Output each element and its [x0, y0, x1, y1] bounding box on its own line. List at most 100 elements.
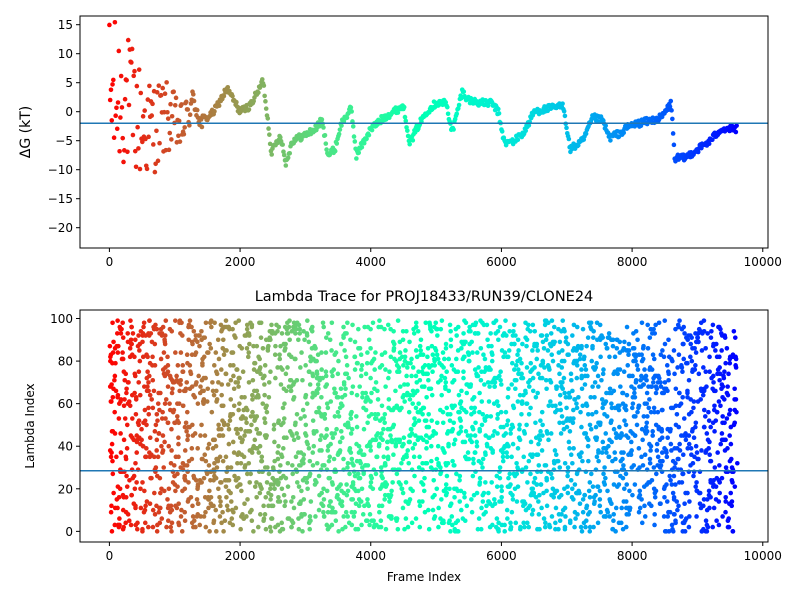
- lambda-point: [395, 526, 401, 532]
- lambda-point: [135, 520, 140, 526]
- lambda-point: [290, 495, 296, 500]
- lambda-point: [125, 512, 131, 517]
- lambda-point: [425, 371, 431, 377]
- lambda-point: [513, 363, 519, 368]
- lambda-point: [187, 318, 193, 323]
- lambda-point: [280, 367, 285, 372]
- lambda-point: [333, 509, 338, 515]
- lambda-point: [503, 318, 508, 323]
- lambda-point: [542, 365, 547, 370]
- lambda-point: [462, 439, 468, 445]
- lambda-point: [159, 331, 165, 336]
- lambda-point: [455, 348, 461, 353]
- lambda-point: [285, 484, 291, 489]
- lambda-point: [685, 360, 690, 366]
- lambda-point: [370, 486, 376, 492]
- lambda-point: [681, 520, 687, 526]
- lambda-point: [649, 477, 655, 483]
- lambda-point: [470, 350, 475, 355]
- free-energy-point: [263, 99, 268, 104]
- lambda-point: [314, 460, 320, 466]
- lambda-point: [235, 460, 240, 466]
- lambda-point: [296, 322, 302, 328]
- lambda-point: [228, 397, 234, 402]
- lambda-point: [443, 482, 449, 487]
- lambda-point: [290, 520, 296, 526]
- lambda-point: [316, 473, 322, 479]
- lambda-point: [142, 520, 148, 526]
- lambda-point: [293, 326, 299, 332]
- free-energy-point: [132, 148, 138, 154]
- lambda-point: [570, 388, 575, 394]
- lambda-point: [322, 411, 328, 417]
- lambda-point: [594, 437, 599, 443]
- lambda-point: [675, 507, 680, 513]
- lambda-point: [218, 503, 223, 509]
- lambda-point: [406, 439, 412, 445]
- lambda-point: [201, 475, 207, 481]
- lambda-point: [230, 522, 236, 528]
- lambda-point: [400, 337, 406, 343]
- lambda-point: [604, 507, 610, 513]
- lambda-point: [248, 471, 253, 477]
- lambda-point: [263, 433, 269, 438]
- lambda-point: [365, 350, 370, 355]
- lambda-point: [514, 377, 519, 383]
- lambda-point: [378, 324, 384, 330]
- free-energy-point: [445, 111, 451, 117]
- lambda-point: [481, 352, 486, 357]
- lambda-point: [136, 380, 141, 385]
- lambda-point: [680, 394, 685, 400]
- lambda-point: [627, 505, 633, 511]
- free-energy-point: [107, 97, 113, 103]
- lambda-point: [539, 409, 545, 415]
- lambda-point: [707, 505, 712, 511]
- lambda-point: [509, 360, 515, 366]
- lambda-point: [146, 380, 151, 385]
- lambda-point: [311, 443, 317, 449]
- lambda-point: [647, 460, 653, 466]
- lambda-point: [466, 352, 472, 357]
- lambda-point: [422, 475, 427, 481]
- lambda-point: [422, 363, 428, 368]
- lambda-point: [241, 454, 247, 460]
- lambda-point: [368, 375, 373, 381]
- lambda-point: [707, 439, 712, 445]
- lambda-point: [250, 377, 256, 383]
- free-energy-point: [108, 87, 114, 93]
- lambda-point: [708, 424, 713, 430]
- lambda-point: [709, 328, 714, 334]
- lambda-point: [176, 454, 181, 460]
- lambda-point: [672, 465, 677, 470]
- lambda-point: [153, 322, 158, 328]
- lambda-point: [720, 514, 725, 519]
- lambda-point: [730, 480, 735, 485]
- free-energy-point: [361, 140, 367, 146]
- lambda-point: [502, 522, 507, 528]
- lambda-point: [680, 471, 686, 477]
- lambda-point: [712, 403, 717, 409]
- free-energy-point: [364, 136, 369, 142]
- lambda-point: [152, 490, 157, 496]
- lambda-point: [641, 414, 647, 419]
- lambda-point: [367, 522, 372, 528]
- lambda-point: [656, 320, 662, 326]
- lambda-point: [568, 371, 574, 377]
- lambda-point: [672, 371, 677, 377]
- lambda-point: [560, 386, 566, 392]
- lambda-point: [403, 348, 408, 353]
- free-energy-point: [173, 95, 179, 101]
- lambda-point: [580, 509, 586, 515]
- lambda-point: [162, 488, 167, 494]
- lambda-point: [515, 399, 521, 404]
- lambda-point: [716, 499, 722, 504]
- lambda-point: [674, 411, 680, 417]
- lambda-point: [223, 454, 229, 460]
- lambda-point: [373, 437, 379, 443]
- lambda-point: [296, 484, 302, 489]
- lambda-point: [579, 343, 584, 349]
- lambda-point: [352, 339, 358, 345]
- lambda-point: [207, 341, 212, 347]
- lambda-point: [255, 524, 261, 530]
- lambda-point: [587, 529, 593, 534]
